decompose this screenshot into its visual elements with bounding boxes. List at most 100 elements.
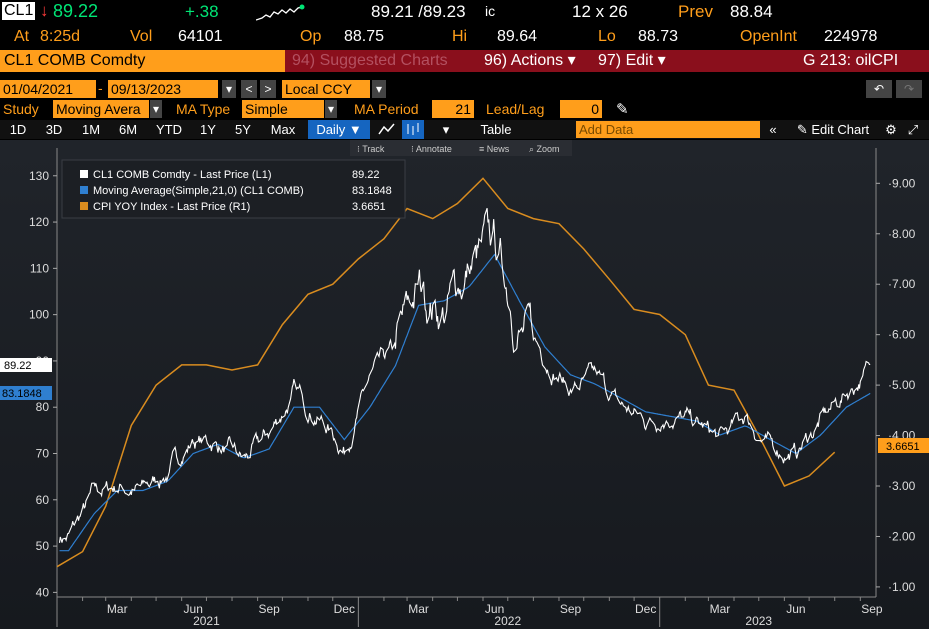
vol-value: 64101 xyxy=(178,28,223,45)
left-tick-label: 50 xyxy=(36,539,50,553)
track-tool-label: Track xyxy=(362,144,385,154)
left-tick-label: 100 xyxy=(29,308,49,322)
collapse-icon[interactable]: « xyxy=(769,122,777,137)
edit-chart-label: Edit Chart xyxy=(811,122,870,137)
range-max[interactable]: Max xyxy=(270,122,296,137)
moving-average-line xyxy=(59,253,871,552)
price-tag: 89.22 xyxy=(4,360,32,372)
news-tool[interactable]: ≡ News xyxy=(479,144,510,154)
range-5y[interactable]: 5Y xyxy=(235,122,251,137)
track-tool[interactable]: ⁝ Track xyxy=(357,144,385,154)
zoom-tool[interactable]: ⌕ Zoom xyxy=(529,144,560,154)
cpi-tag: 3.6651 xyxy=(886,441,920,453)
range-ytd[interactable]: YTD xyxy=(156,122,182,137)
start-date-field[interactable]: 01/04/2021 xyxy=(0,80,96,98)
quote-time: 8:25d xyxy=(40,28,81,45)
chart-tools: ⁝ Track ⁝ Annotate ≡ News ⌕ Zoom xyxy=(350,140,572,156)
bar-chart-icon[interactable] xyxy=(402,120,424,139)
right-tick-label: ·5.00 xyxy=(888,378,916,392)
undo-icon[interactable]: ↶ xyxy=(866,80,892,98)
x-year-label: 2021 xyxy=(193,614,220,628)
legend-price-value: 89.22 xyxy=(352,169,380,181)
legend-swatch-ma xyxy=(80,186,88,194)
chart-axes: 405060708090100110120130·1.00·2.00·3.00·… xyxy=(29,148,916,628)
lead-lag-label: Lead/Lag xyxy=(486,101,545,117)
net-change: +.38 xyxy=(185,2,219,21)
edit-chart-button[interactable]: ✎ Edit Chart xyxy=(796,122,870,137)
x-month-label: Sep xyxy=(560,602,582,616)
ma-tag-bg xyxy=(0,386,52,400)
x-month-label: Jun xyxy=(184,602,203,616)
chart-toolbar: 1D 3D 1M 6M YTD 1Y 5Y Max Daily ▼ ▾ Tabl… xyxy=(0,120,929,139)
chart-settings-icon[interactable]: ⚙ xyxy=(885,122,897,137)
next-period-button[interactable]: > xyxy=(260,80,276,98)
left-tick-label: 60 xyxy=(36,493,50,507)
price-chart[interactable]: ⁝ Track ⁝ Annotate ≡ News ⌕ Zoom 40 50 60 7… xyxy=(0,140,929,629)
table-button[interactable]: Table xyxy=(480,122,512,137)
news-tool-label: News xyxy=(487,144,510,154)
chart-type-dropdown-icon[interactable]: ▾ xyxy=(442,122,450,137)
chart-tools-bg xyxy=(350,140,572,156)
study-select[interactable]: Moving Avera xyxy=(53,100,149,118)
end-date-field[interactable]: 09/13/2023 xyxy=(108,80,218,98)
sparkline-icon xyxy=(256,4,305,21)
actions-menu[interactable]: 96) Actions ▾ xyxy=(484,52,576,69)
frequency-select[interactable]: Daily ▼ xyxy=(308,120,370,139)
suggested-charts-menu[interactable]: 94) Suggested Charts xyxy=(292,52,448,69)
ma-period-field[interactable]: 21 xyxy=(432,100,474,118)
annotate-tool[interactable]: ⁝ Annotate xyxy=(411,144,452,154)
edit-menu[interactable]: 97) Edit ▾ xyxy=(598,52,666,69)
study-dropdown-icon[interactable]: ▾ xyxy=(150,100,162,118)
pencil-icon[interactable]: ✎ xyxy=(616,101,629,118)
right-tick-label: ·7.00 xyxy=(888,277,916,291)
date-separator: - xyxy=(98,80,103,96)
security-bar: CL1 COMB Comdty 94) Suggested Charts 96)… xyxy=(0,50,929,72)
ticker[interactable]: CL1 xyxy=(2,2,36,20)
range-1d[interactable]: 1D xyxy=(9,122,27,137)
legend-ma-value: 83.1848 xyxy=(352,185,392,197)
vol-label: Vol xyxy=(130,28,153,45)
currency-field[interactable]: Local CCY xyxy=(282,80,370,98)
left-tick-label: 110 xyxy=(30,261,49,275)
x-year-label: 2022 xyxy=(494,614,521,628)
down-arrow-icon: ↓ xyxy=(40,1,49,20)
redo-icon[interactable]: ↷ xyxy=(896,80,922,98)
x-month-label: Jun xyxy=(786,602,805,616)
x-month-label: Sep xyxy=(259,602,281,616)
chart-background xyxy=(0,140,929,629)
left-tick-label: 80 xyxy=(36,400,50,414)
x-month-label: Mar xyxy=(107,602,128,616)
right-tick-label: ·3.00 xyxy=(888,479,916,493)
open-interest-label: OpenInt xyxy=(740,28,797,45)
x-month-label: Mar xyxy=(710,602,731,616)
range-3d[interactable]: 3D xyxy=(45,122,63,137)
date-row: 01/04/2021 - 09/13/2023 ▾ < > Local CCY … xyxy=(0,79,929,99)
line-chart-icon[interactable] xyxy=(376,120,398,139)
bid-ask-size: 12 x 26 xyxy=(572,2,628,21)
cpi-yoy-line xyxy=(56,177,836,568)
add-data-input[interactable]: Add Data xyxy=(576,121,760,138)
x-month-label: Jun xyxy=(485,602,504,616)
low-label: Lo xyxy=(598,28,616,45)
x-month-label: Dec xyxy=(334,602,355,616)
range-1m[interactable]: 1M xyxy=(81,122,101,137)
security-name[interactable]: CL1 COMB Comdty xyxy=(0,50,285,72)
calendar-dropdown-icon[interactable]: ▾ xyxy=(222,80,236,98)
prev-value: 88.84 xyxy=(730,2,773,21)
high-value: 89.64 xyxy=(497,28,538,45)
study-label: Study xyxy=(3,101,39,117)
chart-area[interactable]: ⁝ Track ⁝ Annotate ≡ News ⌕ Zoom 40 50 60 7… xyxy=(0,140,929,629)
prev-period-button[interactable]: < xyxy=(241,80,257,98)
range-1y[interactable]: 1Y xyxy=(200,122,216,137)
range-6m[interactable]: 6M xyxy=(118,122,138,137)
open-label: Op xyxy=(300,28,322,45)
maximize-icon[interactable]: ⤢ xyxy=(907,122,919,137)
currency-dropdown-icon[interactable]: ▾ xyxy=(372,80,386,98)
right-tick-label: ·8.00 xyxy=(888,227,916,241)
right-tick-label: ·6.00 xyxy=(888,328,916,342)
lead-lag-field[interactable]: 0 xyxy=(560,100,602,118)
price-line xyxy=(58,208,871,543)
ma-type-dropdown-icon[interactable]: ▾ xyxy=(325,100,337,118)
ma-type-select[interactable]: Simple xyxy=(242,100,324,118)
legend-price-name: CL1 COMB Comdty - Last Price (L1) xyxy=(93,169,272,181)
